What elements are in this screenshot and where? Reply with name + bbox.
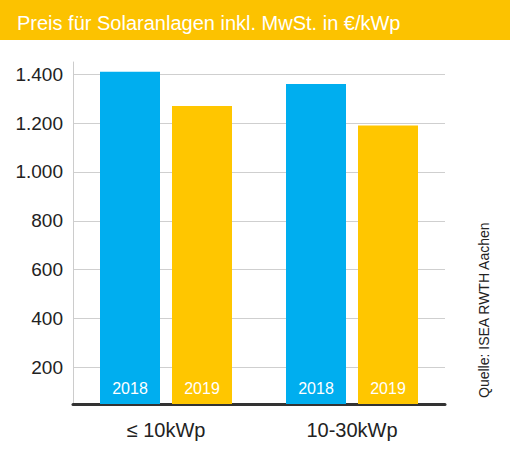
svg-text:400: 400: [31, 308, 63, 329]
svg-text:1.400: 1.400: [15, 64, 63, 85]
svg-text:2019: 2019: [184, 380, 220, 397]
svg-text:≤ 10kWp: ≤ 10kWp: [127, 419, 206, 441]
svg-text:Quelle: ISEA RWTH Aachen: Quelle: ISEA RWTH Aachen: [476, 222, 492, 398]
svg-text:600: 600: [31, 259, 63, 280]
svg-text:2018: 2018: [298, 380, 334, 397]
svg-text:10-30kWp: 10-30kWp: [306, 419, 397, 441]
svg-text:Preis für Solaranlagen inkl. M: Preis für Solaranlagen inkl. MwSt. in €/…: [17, 12, 401, 34]
svg-text:800: 800: [31, 210, 63, 231]
svg-text:2018: 2018: [112, 380, 148, 397]
svg-text:1.200: 1.200: [15, 113, 63, 134]
svg-text:200: 200: [31, 357, 63, 378]
svg-text:1.000: 1.000: [15, 161, 63, 182]
svg-text:2019: 2019: [370, 380, 406, 397]
